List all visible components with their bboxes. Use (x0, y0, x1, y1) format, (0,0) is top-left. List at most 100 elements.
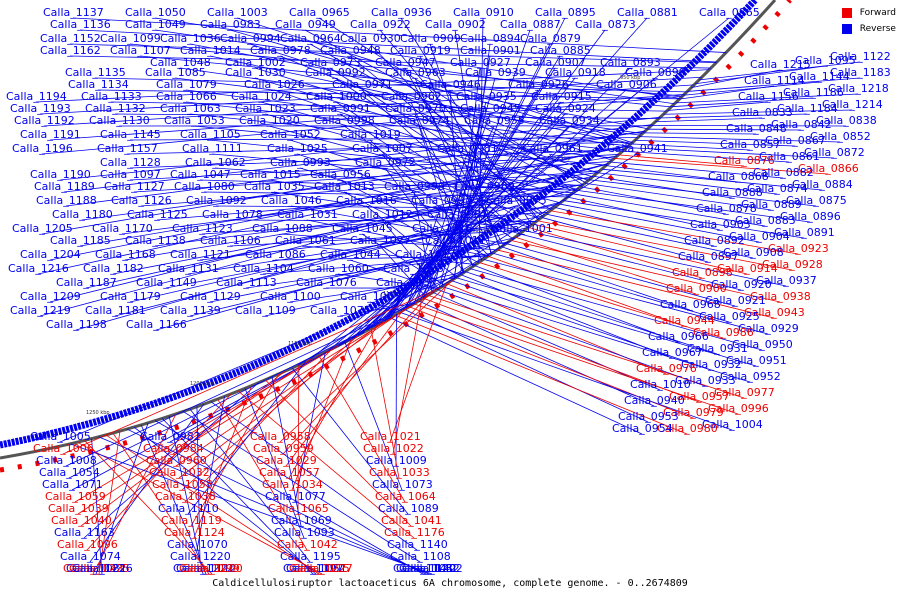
legend: Forward Reverse (841, 8, 896, 40)
leader-line (112, 183, 584, 275)
gene-label-calla-0915: Calla_0915 (531, 90, 592, 103)
leader-line (329, 67, 552, 211)
leader-line (39, 76, 702, 115)
gene-label-calla-0875: Calla_0875 (786, 194, 847, 207)
gene-label-calla-1168: Calla_1168 (95, 248, 156, 261)
gene-label-calla-1156: Calla_1156 (738, 90, 799, 103)
gene-label-calla-0919: Calla_0919 (390, 44, 451, 57)
gene-label-calla-1138: Calla_1138 (125, 234, 186, 247)
gene-label-calla-0842: Calla_0842 (771, 118, 832, 131)
gene-label-calla-0902: Calla_0902 (425, 18, 486, 31)
leader-line (199, 179, 577, 191)
leader-line (91, 438, 103, 575)
gene-label-calla-0921: Calla_0921 (705, 294, 766, 307)
gene-label-calla-0885: Calla_0885 (530, 44, 591, 57)
gene-label-calla-1046: Calla_1046 (261, 194, 322, 207)
gene-label-calla-1182: Calla_1182 (83, 262, 144, 275)
gene-label-calla-1191: Calla_1191 (20, 128, 81, 141)
gene-label-calla-1080: Calla_1080 (174, 180, 235, 193)
gene-label-calla-1122: Calla_1122 (830, 50, 891, 63)
gene-label-calla-1181: Calla_1181 (85, 304, 146, 317)
gene-label-calla-1107: Calla_1107 (110, 44, 171, 57)
gene-label-calla-1062: Calla_1062 (185, 156, 246, 169)
gene-label-calla-1035: Calla_1035 (244, 180, 305, 193)
gene-label-calla-0887: Calla_0887 (500, 18, 561, 31)
gene-label-calla-1032: Calla_1032 (149, 466, 210, 479)
gene-label-calla-1078: Calla_1078 (202, 208, 263, 221)
gene-label-calla-0967: Calla_0967 (642, 346, 703, 359)
feature-track-outer (0, 0, 758, 449)
leader-line (550, 210, 799, 255)
gene-label-calla-0968: Calla_0968 (660, 298, 721, 311)
gene-label-calla-1027: Calla_1027 (350, 234, 411, 247)
leader-line (343, 125, 514, 240)
gene-label-calla-0866: Calla_0866 (798, 162, 859, 175)
leader-line (506, 243, 736, 307)
leader-line (416, 153, 468, 303)
gene-label-calla-1112: Calla_1112 (176, 562, 237, 575)
gene-label-calla-1030: Calla_1030 (225, 66, 286, 79)
leader-line (49, 163, 609, 303)
leader-line (554, 206, 715, 247)
leader-line (175, 306, 410, 467)
gene-label-calla-1045: Calla_1045 (332, 222, 393, 235)
gene-label-calla-1227: Calla_1227 (292, 562, 353, 575)
leader-line (285, 310, 404, 467)
tick-label: 1200 kbp (190, 381, 214, 387)
gene-label-calla-0861: Calla_0861 (759, 150, 820, 163)
leader-line (651, 125, 847, 127)
leader-line (86, 393, 232, 551)
leader-line (478, 262, 724, 339)
gene-label-calla-1216: Calla_1216 (8, 262, 69, 275)
gene-label-calla-0926: Calla_0926 (508, 78, 569, 91)
gene-label-calla-1060: Calla_1060 (308, 262, 369, 275)
gene-label-calla-1065: Calla_1065 (268, 502, 329, 515)
leader-line (209, 55, 631, 145)
leader-line (626, 147, 835, 159)
leader-line (133, 426, 317, 575)
gene-label-calla-1176: Calla_1176 (384, 526, 445, 539)
gene-label-calla-0918: Calla_0918 (545, 66, 606, 79)
gene-label-calla-0963: Calla_0963 (385, 66, 446, 79)
leader-line (245, 252, 493, 289)
gene-label-calla-1204: Calla_1204 (20, 248, 81, 261)
leader-line (59, 116, 661, 181)
leader-line (236, 17, 633, 143)
leader-line (37, 145, 630, 275)
gene-label-calla-0960: Calla_0960 (146, 454, 207, 467)
gene-label-calla-0909: Calla_0909 (400, 32, 461, 45)
gene-label-calla-1093: Calla_1093 (274, 526, 335, 539)
legend-label: Reverse (859, 24, 896, 34)
gene-label-calla-1038: Calla_1038 (155, 490, 216, 503)
gene-label-calla-1005: Calla_1005 (30, 430, 91, 443)
gene-label-calla-0955: Calla_0955 (464, 114, 525, 127)
gene-label-calla-0923: Calla_0923 (768, 242, 829, 255)
gene-label-calla-1196: Calla_1196 (12, 142, 73, 155)
legend-item-forward: Forward (841, 8, 896, 18)
leader-line (189, 408, 311, 563)
leader-line (79, 29, 717, 63)
leader-line (211, 153, 582, 187)
gene-label-calla-1042: Calla_1042 (277, 538, 338, 551)
gene-label-calla-1095: Calla_1095 (795, 54, 856, 67)
leader-line (129, 203, 560, 303)
leader-line (291, 338, 352, 491)
gene-label-calla-1131: Calla_1131 (158, 262, 219, 275)
leader-line (634, 139, 796, 147)
leader-line (41, 130, 646, 235)
gene-label-calla-1184: Calla_1184 (777, 102, 838, 115)
gene-label-calla-1036: Calla_1036 (160, 32, 221, 45)
leader-line (279, 279, 454, 443)
gene-label-calla-1126: Calla_1126 (111, 194, 172, 207)
gene-label-calla-0894: Calla_0894 (460, 32, 521, 45)
gene-label-calla-1128: Calla_1128 (100, 156, 161, 169)
leader-line (501, 246, 691, 311)
gene-label-calla-0932: Calla_0932 (681, 358, 742, 371)
gene-label-calla-1218: Calla_1218 (828, 82, 889, 95)
leader-line (699, 61, 861, 81)
gene-label-calla-1043: Calla_1043 (63, 562, 124, 575)
gene-label-calla-1012: Calla_1012 (352, 208, 413, 221)
gene-label-calla-0873: Calla_0873 (575, 18, 636, 31)
leader-line (124, 184, 584, 261)
